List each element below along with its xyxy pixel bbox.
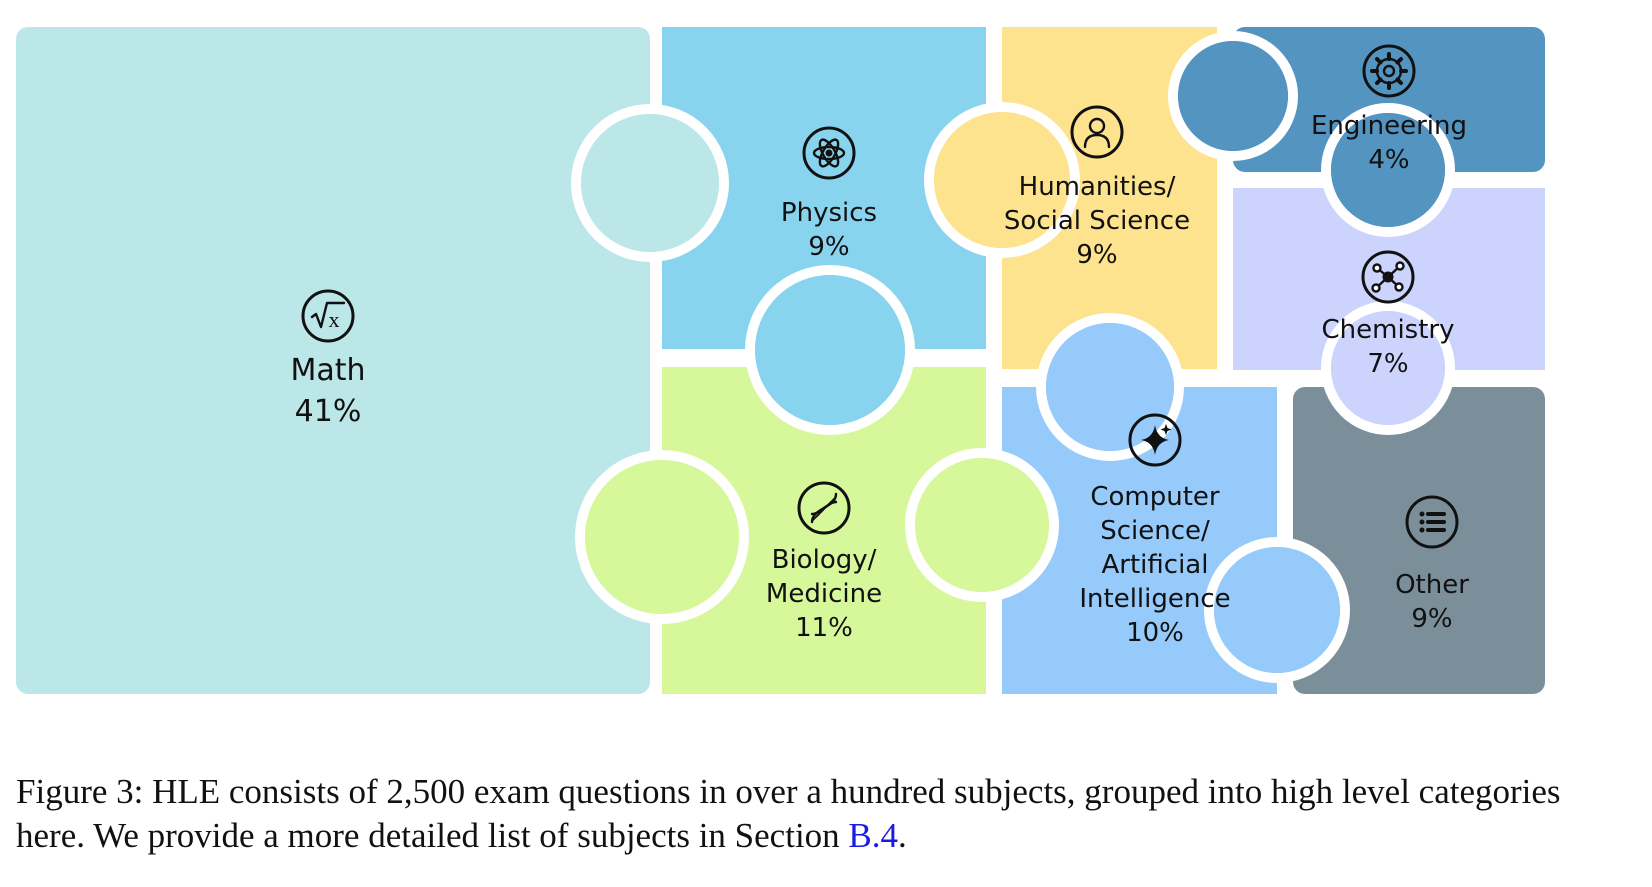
category-label-other: Other [1395,570,1469,600]
puzzle-tab-fill-chemistry-8 [1331,311,1445,425]
dna-icon [797,481,851,535]
value-label-other: 9% [1411,604,1452,634]
category-label-cs: Computer [1090,482,1220,512]
label-engineering: Engineering 4% [1311,44,1467,175]
label-math: x Math 41% [290,289,366,429]
puzzle-tab-fill-biology-7 [915,458,1049,592]
category-label-biology: Medicine [766,579,882,609]
atom-icon [802,126,856,180]
category-label-chemistry: Chemistry [1322,315,1455,345]
section-link[interactable]: B.4 [848,816,899,855]
sparkle-icon [1128,413,1182,467]
list-icon [1405,495,1459,549]
tile-engineering [1233,27,1545,172]
category-label-biology: Biology/ [772,545,877,575]
category-label-cs: Intelligence [1079,584,1230,614]
tile-math [16,27,650,694]
sqrt-x-icon: x [301,289,355,343]
value-label-engineering: 4% [1368,145,1409,175]
caption-end: . [898,816,907,855]
category-label-physics: Physics [781,198,877,228]
value-label-cs: 10% [1126,618,1184,648]
puzzle-tab-fill-humanities-1 [934,112,1070,248]
label-other: Other 9% [1395,495,1469,634]
category-label-humanities: Humanities/ [1019,172,1176,202]
value-label-chemistry: 7% [1367,349,1408,379]
value-label-humanities: 9% [1076,240,1117,270]
person-icon [1070,105,1124,159]
molecule-icon [1361,250,1415,304]
puzzle-tab-fill-biology-6 [585,460,739,614]
value-label-physics: 9% [808,232,849,262]
label-physics: Physics 9% [781,126,877,262]
puzzle-tab-fill-physics-4 [755,275,905,425]
value-label-biology: 11% [795,613,853,643]
puzzle-tab-fill-cs-9 [1214,547,1340,673]
figure-caption: Figure 3: HLE consists of 2,500 exam que… [16,770,1636,858]
tile-other [1293,387,1545,694]
svg-text:x: x [329,307,340,332]
puzzle-tab-fill-math-0 [581,114,719,252]
label-biology: Biology/Medicine 11% [766,481,882,643]
category-label-cs: Science/ [1100,516,1210,546]
puzzle-tab-fill-engineering-2 [1178,41,1288,151]
category-label-engineering: Engineering [1311,111,1467,141]
value-label-math: 41% [295,394,362,429]
label-cs: Computer Science/Artificial Intelligence 10… [1079,413,1231,648]
puzzle-tab-fill-engineering-3 [1331,113,1445,227]
caption-text: Figure 3: HLE consists of 2,500 exam que… [16,772,1561,855]
gear-icon [1362,44,1416,98]
category-label-math: Math [290,353,365,388]
label-chemistry: Chemistry 7% [1322,250,1455,379]
category-label-humanities: Social Science [1004,206,1190,236]
category-label-cs: Artificial [1102,550,1209,580]
label-humanities: Humanities/Social Science 9% [1004,105,1190,270]
